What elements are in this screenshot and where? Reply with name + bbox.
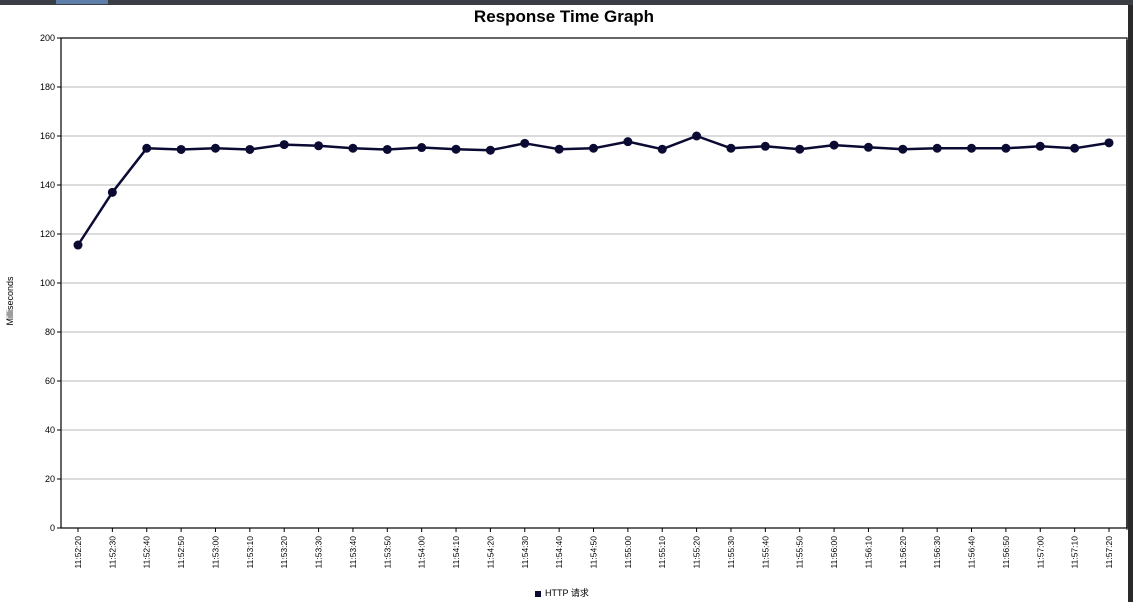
x-tick-label: 11:57:20 — [1104, 536, 1114, 569]
x-tick-label: 11:54:40 — [554, 536, 564, 569]
data-point — [726, 143, 736, 153]
x-tick-label: 11:53:20 — [279, 536, 289, 569]
y-tick-labels: 0 20 40 60 80 100 120 140 160 180 200 — [40, 33, 55, 533]
right-edge-strip — [1128, 5, 1133, 602]
y-tick-label: 200 — [40, 33, 55, 43]
data-point — [829, 140, 839, 150]
series-layer — [73, 131, 1114, 250]
data-point — [348, 143, 358, 153]
x-tick-label: 11:56:50 — [1001, 536, 1011, 569]
data-point — [485, 145, 495, 155]
data-point — [932, 143, 942, 153]
data-point — [692, 131, 702, 141]
x-tick-label: 11:52:30 — [107, 536, 117, 569]
data-point — [863, 142, 873, 152]
data-point — [795, 144, 805, 154]
x-tick-label: 11:53:40 — [348, 536, 358, 569]
data-point — [279, 140, 289, 150]
legend-swatch — [535, 590, 541, 597]
x-tick-label: 11:52:20 — [73, 536, 83, 569]
data-point — [107, 187, 117, 197]
y-tick-label: 20 — [45, 474, 55, 484]
x-tick-label: 11:54:50 — [589, 536, 599, 569]
x-tick-label: 11:53:00 — [210, 536, 220, 569]
x-tick-label: 11:56:40 — [967, 536, 977, 569]
data-point — [176, 144, 186, 154]
x-tick-label: 11:55:10 — [657, 536, 667, 569]
x-tick-label: 11:53:50 — [382, 536, 392, 569]
chart-title: Response Time Graph — [473, 7, 655, 26]
x-tick-label: 11:54:20 — [485, 536, 495, 569]
y-tick-label: 60 — [45, 376, 55, 386]
data-point — [314, 141, 324, 151]
x-tick-label: 11:54:10 — [451, 536, 461, 569]
grid-lines — [61, 86, 1127, 480]
y-tick-label: 160 — [40, 131, 55, 141]
x-tick-label: 11:52:40 — [142, 536, 152, 569]
data-point — [73, 240, 83, 250]
active-tab-indicator[interactable] — [56, 0, 108, 4]
data-point — [382, 144, 392, 154]
window-top-bar — [0, 0, 1133, 5]
x-tick-label: 11:55:00 — [623, 536, 633, 569]
x-tick-label: 11:55:40 — [760, 536, 770, 569]
y-tick-label: 0 — [50, 523, 55, 533]
data-point — [623, 137, 633, 147]
data-point — [451, 144, 461, 154]
data-point — [657, 144, 667, 154]
axes — [57, 37, 1128, 532]
x-tick-label: 11:53:10 — [245, 536, 255, 569]
y-tick-label: 140 — [40, 180, 55, 190]
data-point — [520, 138, 530, 148]
y-tick-label: 180 — [40, 82, 55, 92]
x-tick-label: 11:57:10 — [1070, 536, 1080, 569]
x-tick-label: 11:56:00 — [829, 536, 839, 569]
data-point — [589, 143, 598, 153]
data-point — [760, 141, 770, 151]
data-point — [1035, 141, 1045, 151]
x-tick-label: 11:54:00 — [417, 536, 427, 569]
x-tick-label: 11:55:30 — [726, 536, 736, 569]
x-tick-labels: 11:52:20 11:52:30 11:52:40 11:52:50 11:53:00… — [73, 536, 1114, 569]
data-point — [1104, 138, 1114, 148]
x-tick-label: 11:53:30 — [314, 536, 324, 569]
x-tick-label: 11:56:10 — [863, 536, 873, 569]
x-tick-label: 11:55:50 — [795, 536, 805, 569]
data-point — [210, 143, 220, 153]
chart-legend: HTTP 请求 — [535, 586, 589, 599]
data-point — [245, 144, 255, 154]
y-tick-label: 100 — [40, 278, 55, 288]
data-point — [554, 144, 564, 154]
x-tick-label: 11:52:50 — [176, 536, 186, 569]
y-tick-label: 120 — [40, 229, 55, 239]
x-tick-label: 11:56:30 — [932, 536, 942, 569]
y-tick-label: 40 — [45, 425, 55, 435]
x-tick-label: 11:55:20 — [692, 536, 702, 569]
x-tick-label: 11:57:00 — [1035, 536, 1045, 569]
data-point — [142, 143, 152, 153]
data-point — [417, 143, 427, 153]
data-point — [898, 144, 908, 154]
data-point — [1001, 143, 1011, 153]
y-tick-label: 80 — [45, 327, 55, 337]
legend-label: HTTP 请求 — [545, 588, 589, 598]
data-point — [967, 143, 977, 153]
data-point — [1070, 143, 1080, 153]
x-tick-label: 11:56:20 — [898, 536, 908, 569]
x-tick-label: 11:54:30 — [520, 536, 530, 569]
